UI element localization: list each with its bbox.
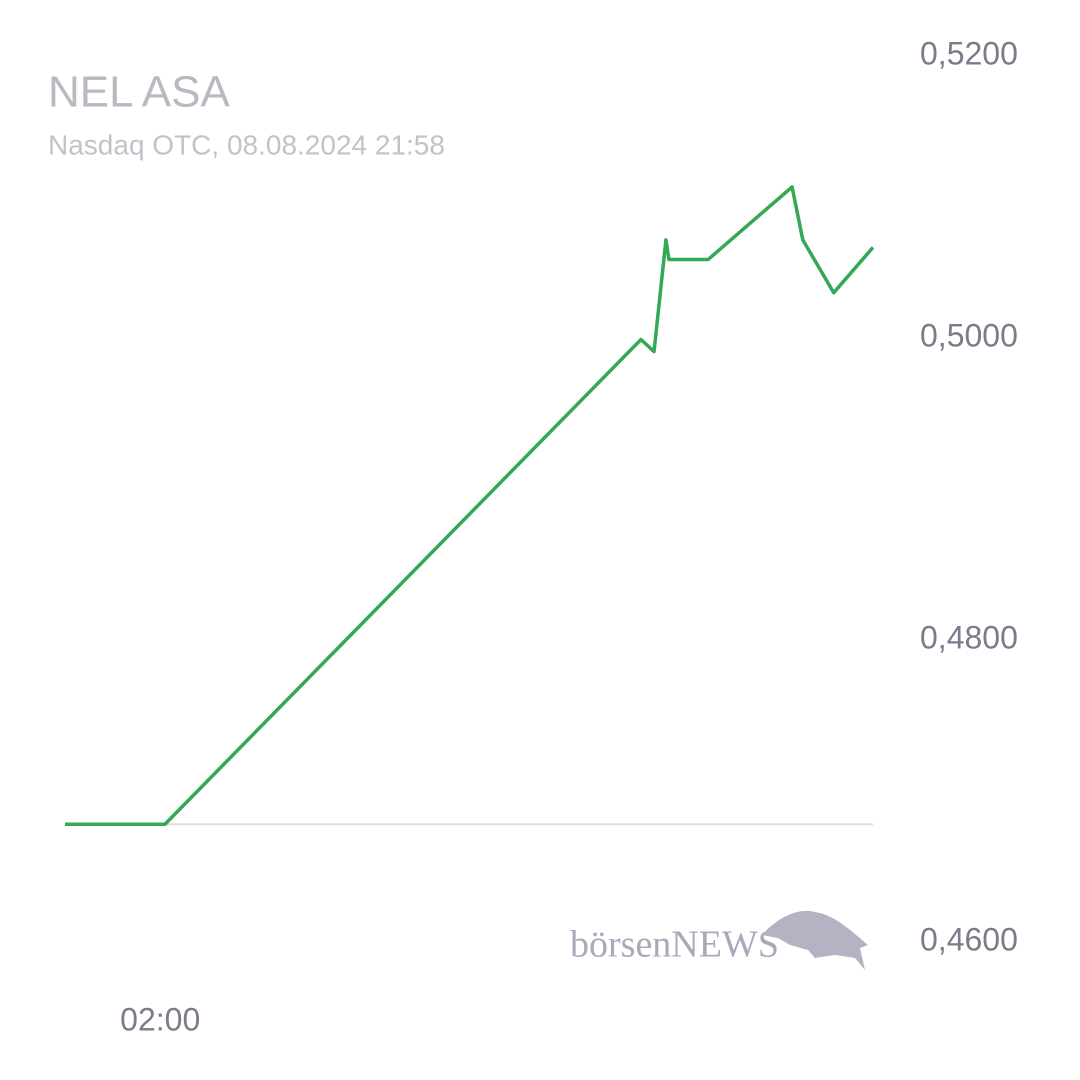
y-tick-label: 0,5200 (920, 35, 1018, 71)
chart-subtitle: Nasdaq OTC, 08.08.2024 21:58 (48, 129, 445, 160)
price-line (65, 185, 875, 826)
y-tick-label: 0,5000 (920, 317, 1018, 353)
bull-logo (762, 910, 868, 970)
y-tick-label: 0,4600 (920, 921, 1018, 957)
chart-title: NEL ASA (48, 68, 230, 117)
x-tick-label: 02:00 (120, 1001, 200, 1037)
y-tick-label: 0,4800 (920, 619, 1018, 655)
watermark: börsenNEWS (570, 924, 779, 966)
